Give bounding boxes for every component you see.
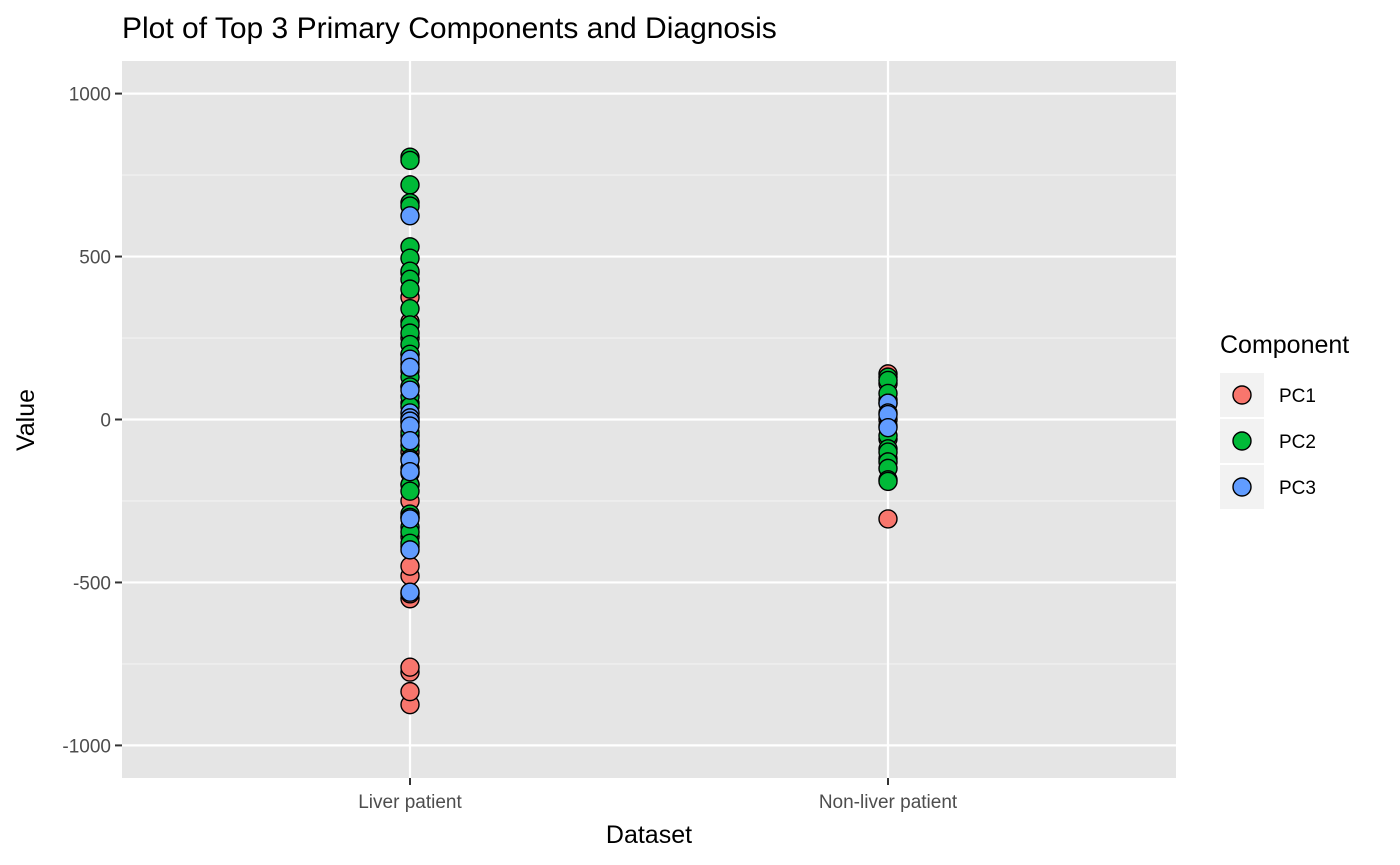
legend-swatch-pc1 — [1232, 385, 1252, 405]
legend-title: Component — [1220, 331, 1349, 359]
legend-items: PC1 PC2 PC3 — [1220, 373, 1316, 509]
legend-label: PC1 — [1279, 386, 1316, 407]
point-pc3 — [400, 430, 420, 451]
point-pc2 — [878, 471, 898, 492]
point-pc2 — [400, 175, 420, 195]
data-points — [400, 147, 898, 715]
point-pc2 — [400, 150, 420, 171]
legend: Component PC1 PC2 PC3 — [1220, 331, 1349, 509]
x-axis-title: Dataset — [606, 821, 692, 849]
point-pc2 — [400, 298, 420, 319]
point-pc2 — [400, 279, 420, 299]
x-tick-label: Liver patient — [358, 792, 462, 813]
y-axis-title: Value — [12, 389, 40, 451]
point-pc3 — [878, 417, 898, 438]
legend-label: PC2 — [1279, 432, 1316, 453]
x-axis: Liver patient Non-liver patient — [358, 778, 958, 813]
grid-minor — [122, 174, 1176, 665]
y-tick-label: 1000 — [69, 85, 111, 106]
point-pc3 — [400, 461, 420, 482]
point-pc1 — [400, 681, 420, 702]
point-pc3 — [400, 582, 420, 602]
y-tick-label: 0 — [100, 411, 111, 432]
point-pc1 — [400, 556, 420, 576]
y-tick-label: 500 — [79, 248, 111, 269]
point-pc1 — [400, 657, 420, 677]
y-tick-label: -1000 — [62, 736, 111, 757]
point-pc1 — [878, 509, 898, 529]
point-pc3 — [400, 540, 420, 560]
point-pc3 — [400, 206, 420, 226]
point-pc3 — [400, 380, 420, 400]
point-pc3 — [400, 509, 420, 529]
legend-label: PC3 — [1279, 478, 1316, 499]
y-tick-label: -500 — [73, 573, 111, 594]
legend-swatch-pc2 — [1232, 431, 1252, 451]
x-tick-label: Non-liver patient — [819, 792, 958, 813]
legend-swatch-pc3 — [1232, 477, 1252, 497]
chart-title: Plot of Top 3 Primary Components and Dia… — [122, 12, 777, 45]
point-pc2 — [400, 481, 420, 501]
y-axis: -1000 -500 0 500 1000 — [62, 85, 122, 757]
point-pc3 — [400, 357, 420, 378]
